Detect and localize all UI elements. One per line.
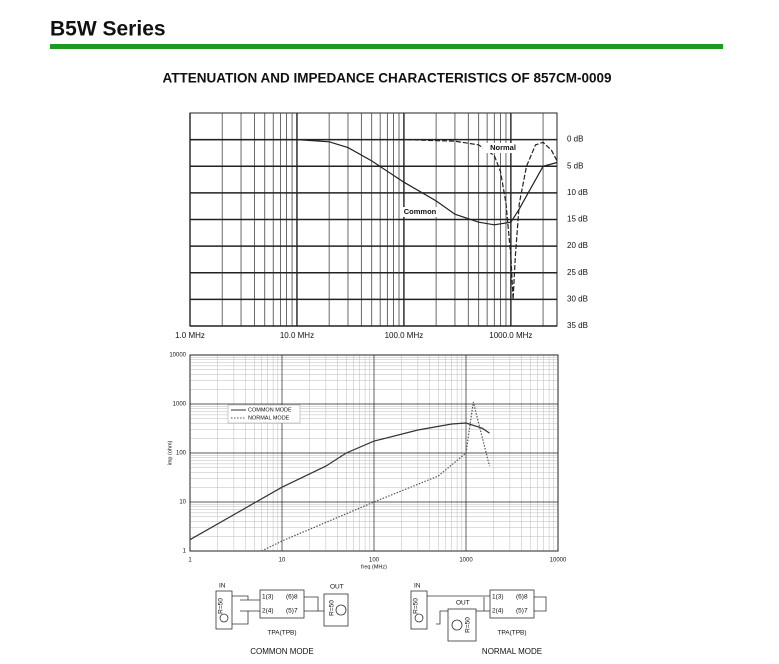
- wire: [534, 596, 547, 612]
- pin: 2(4): [492, 608, 504, 615]
- part-box: [489, 589, 535, 619]
- source-box: [410, 590, 428, 630]
- x-tick-label: 100: [369, 558, 380, 564]
- series-line: [261, 401, 491, 552]
- common-mode-diagram: IN R=50 1(3) (6)8 2(4) (5)7 TPA(TPB) OUT…: [215, 583, 349, 656]
- pin: (5)7: [286, 608, 298, 615]
- x-axis-title: freq (MHz): [361, 564, 387, 570]
- series-label: Common: [404, 207, 437, 216]
- caption: NORMAL MODE: [482, 647, 542, 656]
- x-tick-label: 1: [188, 558, 192, 564]
- r-label: R=50: [465, 617, 472, 633]
- r-label: R=50: [413, 598, 420, 614]
- pin: (5)7: [516, 608, 528, 615]
- r-label: R=50: [218, 598, 225, 614]
- out-label: OUT: [330, 584, 344, 591]
- series-line: [190, 139, 558, 226]
- meter: [451, 619, 463, 631]
- part-label: TPA(TPB): [497, 630, 526, 637]
- label-bg: [400, 207, 440, 217]
- x-tick-label: 1000: [459, 558, 473, 564]
- wire: [427, 595, 490, 625]
- pin: 2(4): [262, 608, 274, 615]
- part-label: TPA(TPB): [267, 630, 296, 637]
- pin: 1(3): [262, 594, 274, 601]
- x-tick-label: 10: [279, 558, 286, 564]
- chart: 1 10 100 1000 10000 1 10 100 1000 10000 freq (MHz)…: [167, 353, 567, 571]
- pin: 1(3): [492, 594, 504, 601]
- r-label: R=50: [329, 600, 336, 616]
- chart: 0 dB 5 dB 10 dB 15 dB 20 dB 25 dB 30 dB 35 dB 1.…: [175, 112, 588, 340]
- wire: [232, 595, 260, 625]
- in-label: IN: [219, 583, 226, 590]
- part-box: [259, 589, 305, 619]
- normal-mode-diagram: IN R=50 OUT R=50 1(3) (6)8 2(4) (5)7 TPA…: [410, 583, 547, 656]
- y-tick-label: 10: [179, 500, 186, 506]
- wire: [304, 596, 324, 612]
- pin: (6)8: [516, 594, 528, 601]
- y-tick-label: 1000: [173, 402, 187, 408]
- x-tick-label: 1000.0 MHz: [489, 331, 532, 340]
- x-tick-label: 100.0 MHz: [385, 331, 424, 340]
- y-tick-label: 25 dB: [567, 268, 588, 277]
- in-label: IN: [414, 583, 421, 590]
- legend-label: NORMAL MODE: [248, 415, 290, 421]
- y-tick-label: 5 dB: [567, 161, 583, 170]
- y-tick-label: 35 dB: [567, 321, 588, 330]
- label-bg: [483, 143, 523, 153]
- series-label: Normal: [490, 143, 516, 152]
- header-rule: [50, 44, 723, 49]
- page-title: ATTENUATION AND IMPEDANCE CHARACTERISTIC…: [162, 71, 611, 86]
- pin: (6)8: [286, 594, 298, 601]
- y-tick-label: 30 dB: [567, 294, 588, 303]
- y-tick-label: 1: [183, 549, 187, 555]
- caption: COMMON MODE: [250, 647, 314, 656]
- x-tick-label: 10.0 MHz: [280, 331, 314, 340]
- header-title: B5W Series: [50, 18, 166, 41]
- y-tick-label: 15 dB: [567, 215, 588, 224]
- legend-label: COMMON MODE: [248, 407, 292, 413]
- y-tick-label: 0 dB: [567, 135, 583, 144]
- meter: [335, 604, 347, 616]
- source: [219, 613, 229, 623]
- x-tick-label: 10000: [550, 558, 567, 564]
- load-box: [447, 608, 477, 642]
- series-line: [190, 139, 558, 300]
- x-tick-label: 1.0 MHz: [175, 331, 205, 340]
- y-tick-label: 20 dB: [567, 241, 588, 250]
- y-tick-label: 10 dB: [567, 188, 588, 197]
- y-tick-label: 10000: [169, 353, 186, 359]
- load-box: [323, 593, 349, 627]
- source: [414, 613, 424, 623]
- y-axis-title: imp (ohm): [167, 440, 173, 465]
- out-label: OUT: [456, 600, 470, 607]
- y-tick-label: 100: [176, 451, 187, 457]
- source-box: [215, 590, 233, 630]
- series-line: [189, 422, 490, 541]
